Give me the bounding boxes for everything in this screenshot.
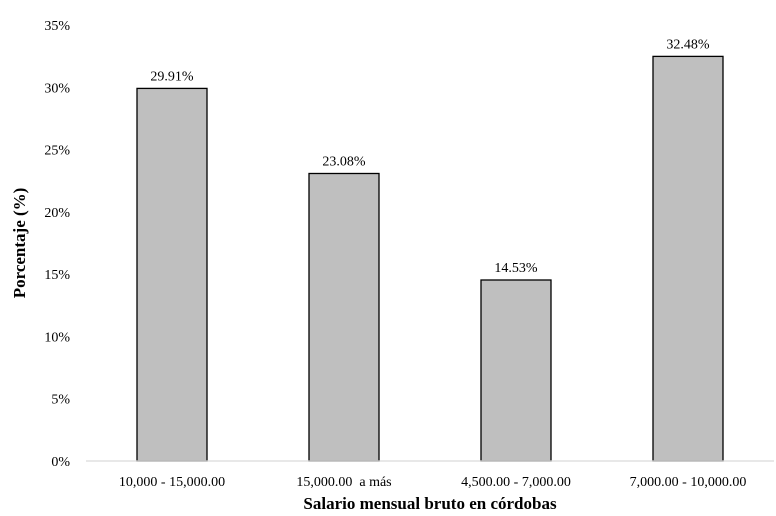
x-tick-label: 10,000 - 15,000.00 — [119, 475, 225, 490]
y-tick-label: 20% — [44, 206, 70, 221]
bar — [652, 55, 724, 462]
x-tick-label: 4,500.00 - 7,000.00 — [461, 475, 571, 490]
bar — [308, 172, 380, 462]
y-tick-label: 15% — [44, 268, 70, 283]
bar — [136, 87, 208, 462]
bar — [480, 279, 552, 462]
data-label: 23.08% — [322, 154, 366, 169]
data-labels-group: 29.91% 23.08% 14.53% 32.48% — [150, 37, 710, 276]
y-axis-ticks: 0% 5% 10% 15% 20% 25% 30% 35% — [44, 19, 70, 470]
data-label: 14.53% — [494, 261, 538, 276]
y-tick-label: 30% — [44, 81, 70, 96]
y-axis-title: Porcentaje (%) — [10, 188, 29, 299]
x-tick-label: 7,000.00 - 10,000.00 — [630, 475, 747, 490]
y-tick-label: 35% — [44, 19, 70, 34]
data-label: 29.91% — [150, 69, 194, 84]
x-tick-label: 15,000.00 a más — [296, 475, 391, 490]
data-label: 32.48% — [666, 37, 710, 52]
y-tick-label: 25% — [44, 144, 70, 159]
y-tick-label: 5% — [51, 393, 70, 408]
bars-group — [136, 55, 724, 462]
y-tick-label: 10% — [44, 330, 70, 345]
x-axis-ticks: 10,000 - 15,000.00 15,000.00 a más 4,500.0… — [119, 475, 746, 490]
y-tick-label: 0% — [51, 455, 70, 470]
x-axis-title: Salario mensual bruto en córdobas — [303, 494, 557, 513]
